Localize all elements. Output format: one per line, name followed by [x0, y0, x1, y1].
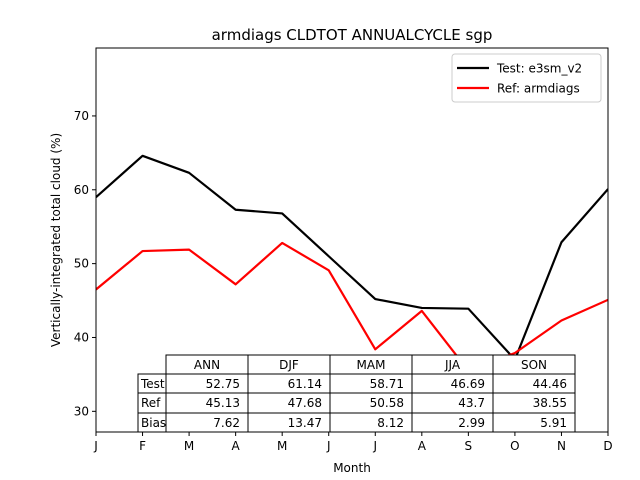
- table-cell: 5.91: [540, 416, 567, 430]
- x-tick-label: J: [372, 439, 377, 453]
- table-column-header: ANN: [194, 358, 220, 372]
- legend-box: [451, 53, 602, 103]
- table-column-header: MAM: [357, 358, 386, 372]
- x-tick-label: A: [418, 439, 427, 453]
- x-tick-label: O: [510, 439, 519, 453]
- y-tick-label: 40: [74, 330, 89, 344]
- x-axis-label: Month: [333, 461, 371, 475]
- table-cell: 8.12: [377, 416, 404, 430]
- series-line-test: [96, 154, 608, 361]
- y-tick-label: 70: [74, 109, 89, 123]
- legend-label: Test: e3sm_v2: [496, 62, 582, 76]
- table-cell: 45.13: [206, 396, 240, 410]
- table-cell: 58.71: [370, 377, 404, 391]
- x-tick-label: S: [465, 439, 473, 453]
- y-tick-label: 30: [74, 404, 89, 418]
- x-tick-label: D: [603, 439, 612, 453]
- table-cell: 2.99: [458, 416, 485, 430]
- y-tick-label: 60: [74, 183, 89, 197]
- table-row-label: Test: [140, 377, 165, 391]
- table-cell: 47.68: [288, 396, 322, 410]
- table-cell: 46.69: [451, 377, 485, 391]
- x-tick-label: A: [232, 439, 241, 453]
- x-tick-label: M: [277, 439, 287, 453]
- table-column-header: DJF: [279, 358, 299, 372]
- table-cell: 38.55: [533, 396, 567, 410]
- table-row-label: Ref: [141, 396, 161, 410]
- table-cell: 52.75: [206, 377, 240, 391]
- x-tick-label: N: [557, 439, 566, 453]
- table-row-label: Bias: [141, 416, 166, 430]
- y-tick-label: 50: [74, 257, 89, 271]
- x-tick-label: J: [326, 439, 331, 453]
- table-cell: 43.7: [458, 396, 485, 410]
- legend: Test: e3sm_v2 Ref: armdiags: [451, 53, 602, 103]
- table-column-header: SON: [521, 358, 547, 372]
- table-cell: 13.47: [288, 416, 322, 430]
- y-axis-label: Vertically-integrated total cloud (%): [49, 133, 63, 347]
- table-cell: 7.62: [213, 416, 240, 430]
- x-tick-label: F: [139, 439, 146, 453]
- table-column-header: JJA: [444, 358, 461, 372]
- legend-label: Ref: armdiags: [497, 82, 580, 96]
- x-tick-label: M: [184, 439, 194, 453]
- stats-table: ANN DJF MAM JJA SON Test 52.75 61.14 58.71 46.69 4…: [137, 354, 576, 433]
- table-cell: 50.58: [370, 396, 404, 410]
- series-line-ref: [96, 241, 608, 372]
- table-cell: 44.46: [533, 377, 567, 391]
- chart-title: armdiags CLDTOT ANNUALCYCLE sgp: [212, 26, 493, 44]
- table-cell: 61.14: [288, 377, 322, 391]
- x-tick-label: J: [93, 439, 98, 453]
